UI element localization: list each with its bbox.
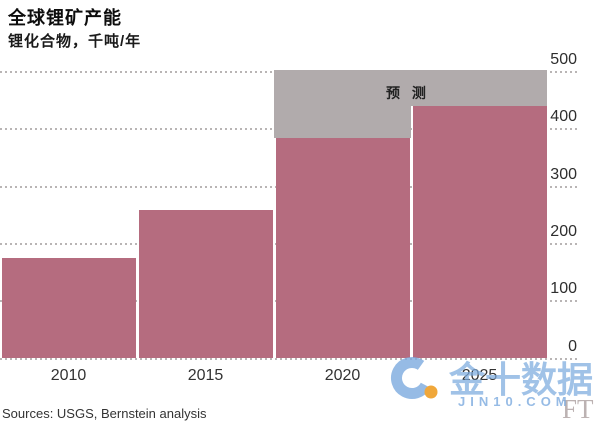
chart-title: 全球锂矿产能 <box>8 8 122 28</box>
jin10-domain-text: JIN10.COM <box>458 394 572 409</box>
y-axis-tick-label: 0 <box>568 337 577 355</box>
bar-2015 <box>139 209 273 359</box>
bar-2020 <box>276 137 410 359</box>
source-note: Sources: USGS, Bernstein analysis <box>2 406 207 421</box>
jin10-watermark-text: 金十数据 <box>449 359 594 400</box>
x-axis-label-2015: 2015 <box>187 367 224 384</box>
y-axis-tick-label: 100 <box>550 280 577 298</box>
jin10-orange-dot-icon <box>424 385 438 399</box>
y-axis-tick-label: 400 <box>550 108 577 126</box>
jin10-logo-icon <box>391 357 438 399</box>
y-axis-tick-label: 300 <box>550 165 577 183</box>
forecast-band-2020 <box>274 70 412 138</box>
bar-2010 <box>2 258 136 359</box>
chart-subtitle: 锂化合物，千吨/年 <box>8 33 142 50</box>
x-axis-label-2025: 2025 <box>461 367 498 384</box>
y-axis-tick-label: 200 <box>550 222 577 240</box>
x-axis-label-2010: 2010 <box>50 367 87 384</box>
forecast-annotation: 预 测 <box>386 85 430 101</box>
gridline-0 <box>0 357 578 360</box>
bar-2025 <box>413 106 547 359</box>
x-axis-label-2020: 2020 <box>324 367 361 384</box>
y-axis-tick-label: 500 <box>550 51 577 68</box>
ft-logo: FT <box>562 394 594 424</box>
forecast-band-2025 <box>411 70 547 107</box>
